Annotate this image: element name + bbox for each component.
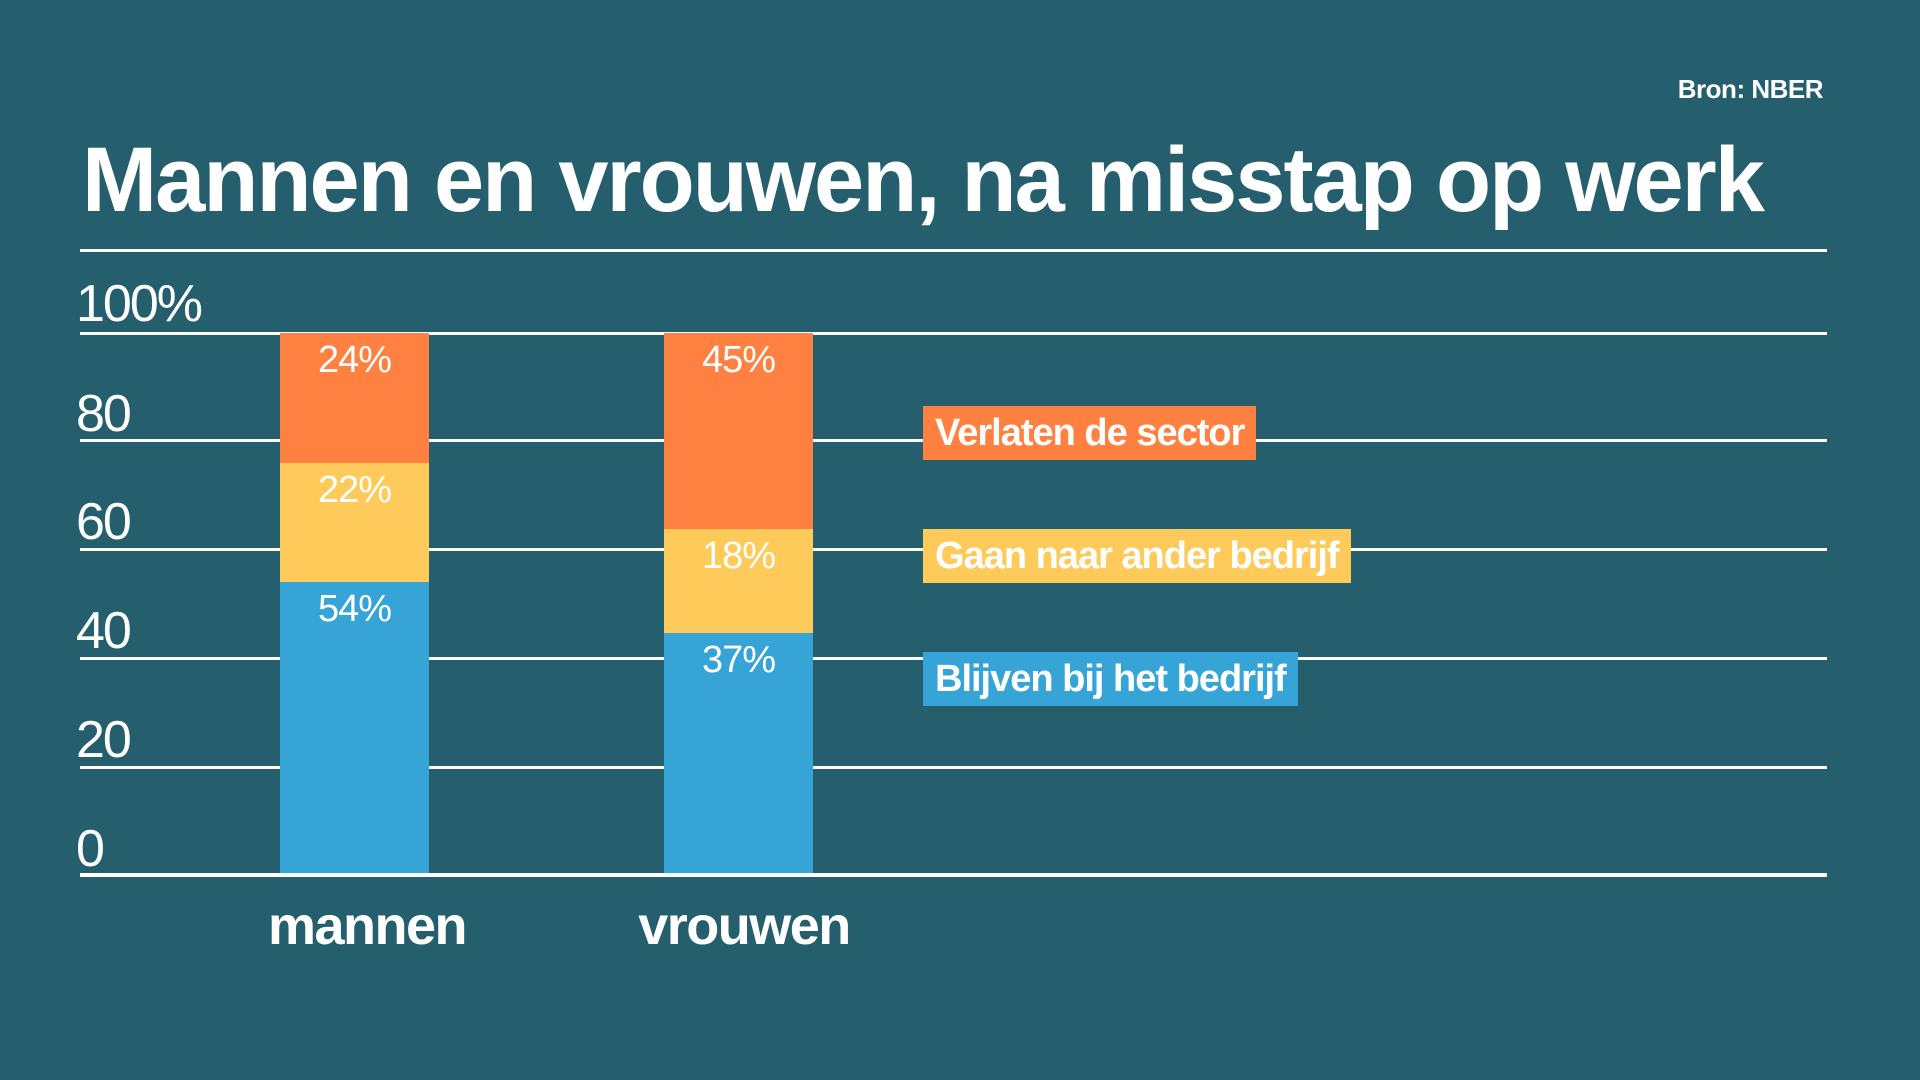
bar-vrouwen: 45% 18% 37%: [664, 333, 813, 874]
y-tick-100: 100%: [76, 275, 203, 333]
segment-leave-sector: 24%: [280, 333, 429, 463]
x-axis-baseline: [80, 873, 1827, 877]
bar-mannen: 24% 22% 54%: [280, 333, 429, 874]
segment-value-label: 54%: [317, 588, 392, 630]
segment-value-label: 45%: [701, 339, 776, 381]
y-tick-60: 60: [76, 493, 132, 551]
legend-leave-sector: Verlaten de sector: [923, 406, 1257, 460]
y-tick-80: 80: [76, 385, 132, 443]
segment-stay: 37%: [664, 633, 813, 874]
chart-title: Mannen en vrouwen, na misstap op werk: [82, 129, 1765, 231]
segment-other-company: 22%: [280, 463, 429, 582]
segment-value-label: 22%: [317, 469, 392, 511]
y-tick-0: 0: [76, 820, 105, 878]
x-label-mannen: mannen: [267, 896, 468, 956]
segment-other-company: 18%: [664, 529, 813, 633]
segment-value-label: 18%: [701, 535, 776, 577]
legend-other-company: Gaan naar ander bedrijf: [923, 529, 1351, 583]
segment-value-label: 37%: [701, 639, 776, 681]
x-label-vrouwen: vrouwen: [638, 896, 851, 956]
segment-leave-sector: 45%: [664, 333, 813, 529]
title-divider: [80, 249, 1827, 252]
segment-value-label: 24%: [317, 339, 392, 381]
segment-stay: 54%: [280, 582, 429, 874]
gridline-100: [80, 332, 1827, 335]
gridline-20: [80, 766, 1827, 769]
y-tick-40: 40: [76, 602, 132, 660]
y-tick-20: 20: [76, 711, 132, 769]
legend-stay: Blijven bij het bedrijf: [923, 652, 1298, 706]
source-label: Bron: NBER: [1677, 74, 1824, 104]
